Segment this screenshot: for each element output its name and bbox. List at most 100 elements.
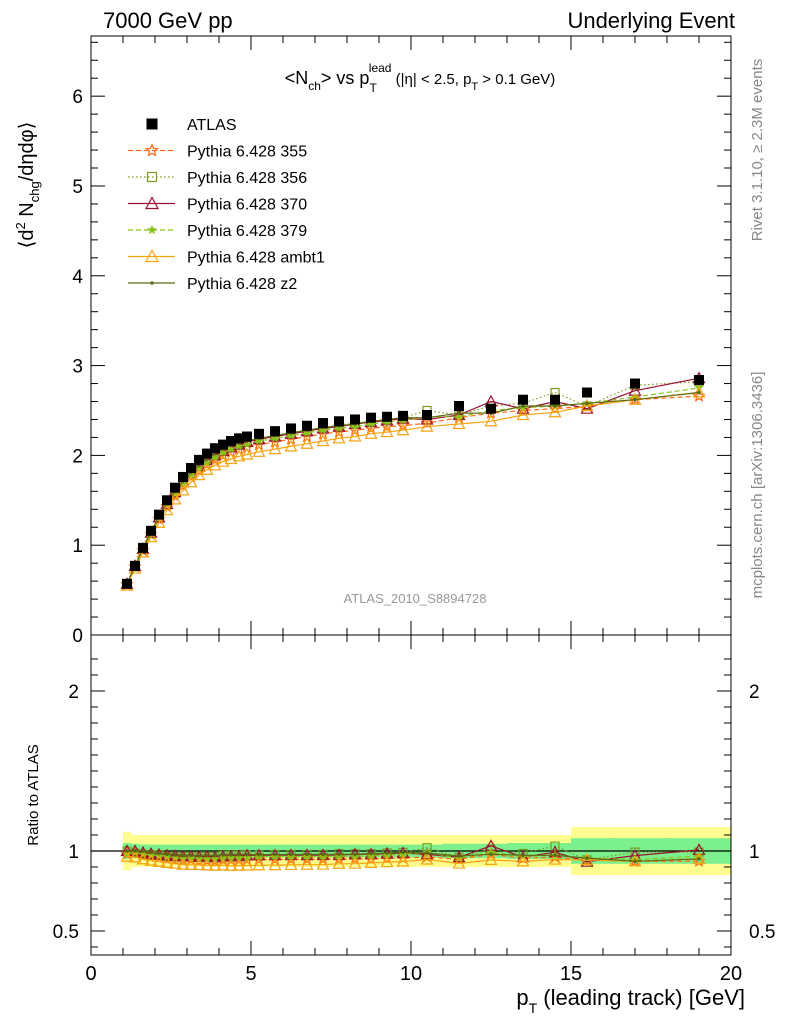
x-tick-label: 15 [560,963,582,985]
ratio-point [521,853,525,858]
data-point [254,436,264,445]
main-panel: 0 1 2 3 4 5 6 <Nch> vs pTlead (|η| < 2.5, pT >… [13,35,732,647]
legend-marker [150,281,154,285]
series-pythia-6-428-370 [120,371,706,589]
legend-item: Pythia 6.428 356 [128,170,307,187]
legend-label: Pythia 6.428 z2 [187,276,297,293]
data-point [398,410,408,421]
ratio-point [232,858,246,871]
data-point [582,387,592,398]
main-y-tick-label: 6 [72,87,83,108]
ratio-point [420,852,434,865]
data-point [130,560,140,571]
main-y-tick-label: 0 [72,626,83,647]
ratio-point [452,850,466,863]
legend-item: Pythia 6.428 355 [128,142,307,161]
ratio-point [226,853,236,862]
data-point [548,401,562,415]
series-pythia-6-428-355 [120,389,706,591]
data-point [216,454,230,467]
data-point [240,447,254,460]
ratio-point [284,858,298,871]
data-point [154,509,164,520]
data-point [318,418,328,429]
data-point [692,385,706,398]
x-tick-label: 20 [720,963,742,985]
chart-title: <Nch> vs pTlead (|η| < 2.5, pT > 0.1 GeV… [285,61,556,95]
legend-label: Pythia 6.428 355 [187,144,307,161]
ratio-point [289,852,293,857]
legend-label: Pythia 6.428 356 [187,170,307,187]
data-point [694,374,704,385]
data-point [194,463,204,472]
data-point [382,411,392,422]
main-y-tick-label: 2 [72,446,83,467]
data-point [350,414,360,425]
data-point [224,452,238,465]
analysis-id: ATLAS_2010_S8894728 [344,591,487,606]
legend-item: Pythia 6.428 370 [128,196,307,214]
ratio-point [268,858,282,871]
ratio-point [200,858,214,871]
legend-marker [146,171,158,183]
ratio-point [489,852,493,856]
main-y-tick-label: 5 [72,177,83,198]
data-point [697,390,701,395]
ratio-point [125,849,129,853]
ratio-point [425,851,429,855]
ratio-series [120,839,706,871]
header-left: 7000 GeV pp [103,8,233,33]
ratio-point [133,849,137,853]
ratio-point [321,852,325,857]
ratio-point [257,852,261,857]
data-point [186,462,196,473]
data-point [486,403,496,414]
data-point [364,427,378,439]
series-line [126,381,700,585]
legend-item: Pythia 6.428 379 [128,223,307,240]
ratio-point [252,858,266,871]
ratio-point [240,858,254,871]
legend-item: ATLAS [146,117,237,134]
ratio-point [186,853,196,862]
data-point [218,439,228,450]
data-point [270,433,280,442]
legend-marker [144,249,160,263]
ratio-point [237,852,241,857]
data-point [332,424,346,438]
legend-marker [144,196,160,210]
data-point [334,423,344,433]
ratio-point [194,853,204,863]
data-point [350,422,360,431]
data-point [146,525,156,536]
ratio-point [120,849,134,862]
ratio-point [305,852,309,857]
legend: ATLAS Pythia 6.428 355 Pythia 6.428 356 Pyt… [128,117,325,293]
data-point [186,470,196,479]
ratio-point [452,856,466,869]
data-point [286,431,296,440]
ratio-y-tick-label-right: 1 [749,842,760,863]
ratio-point [548,852,562,865]
ratio-point [136,852,150,865]
ratio-y-tick-label-right: 0.5 [749,922,775,943]
ratio-point [273,852,277,857]
ratio-point [580,854,594,867]
ratio-point [152,855,166,867]
ratio-point [184,858,198,870]
ratio-point [580,853,594,865]
x-ticks: 0 5 10 15 20 [85,963,742,985]
ratio-point [218,853,228,862]
data-point [234,433,244,444]
ratio-point [216,858,230,871]
ratio-point [202,854,212,863]
ratio-point [245,852,249,857]
ratio-point [234,853,244,862]
series-line [126,377,700,585]
data-point [242,440,252,449]
data-point [254,428,264,439]
ratio-point [157,851,161,856]
ratio-point [213,853,217,858]
legend-marker [147,225,157,235]
